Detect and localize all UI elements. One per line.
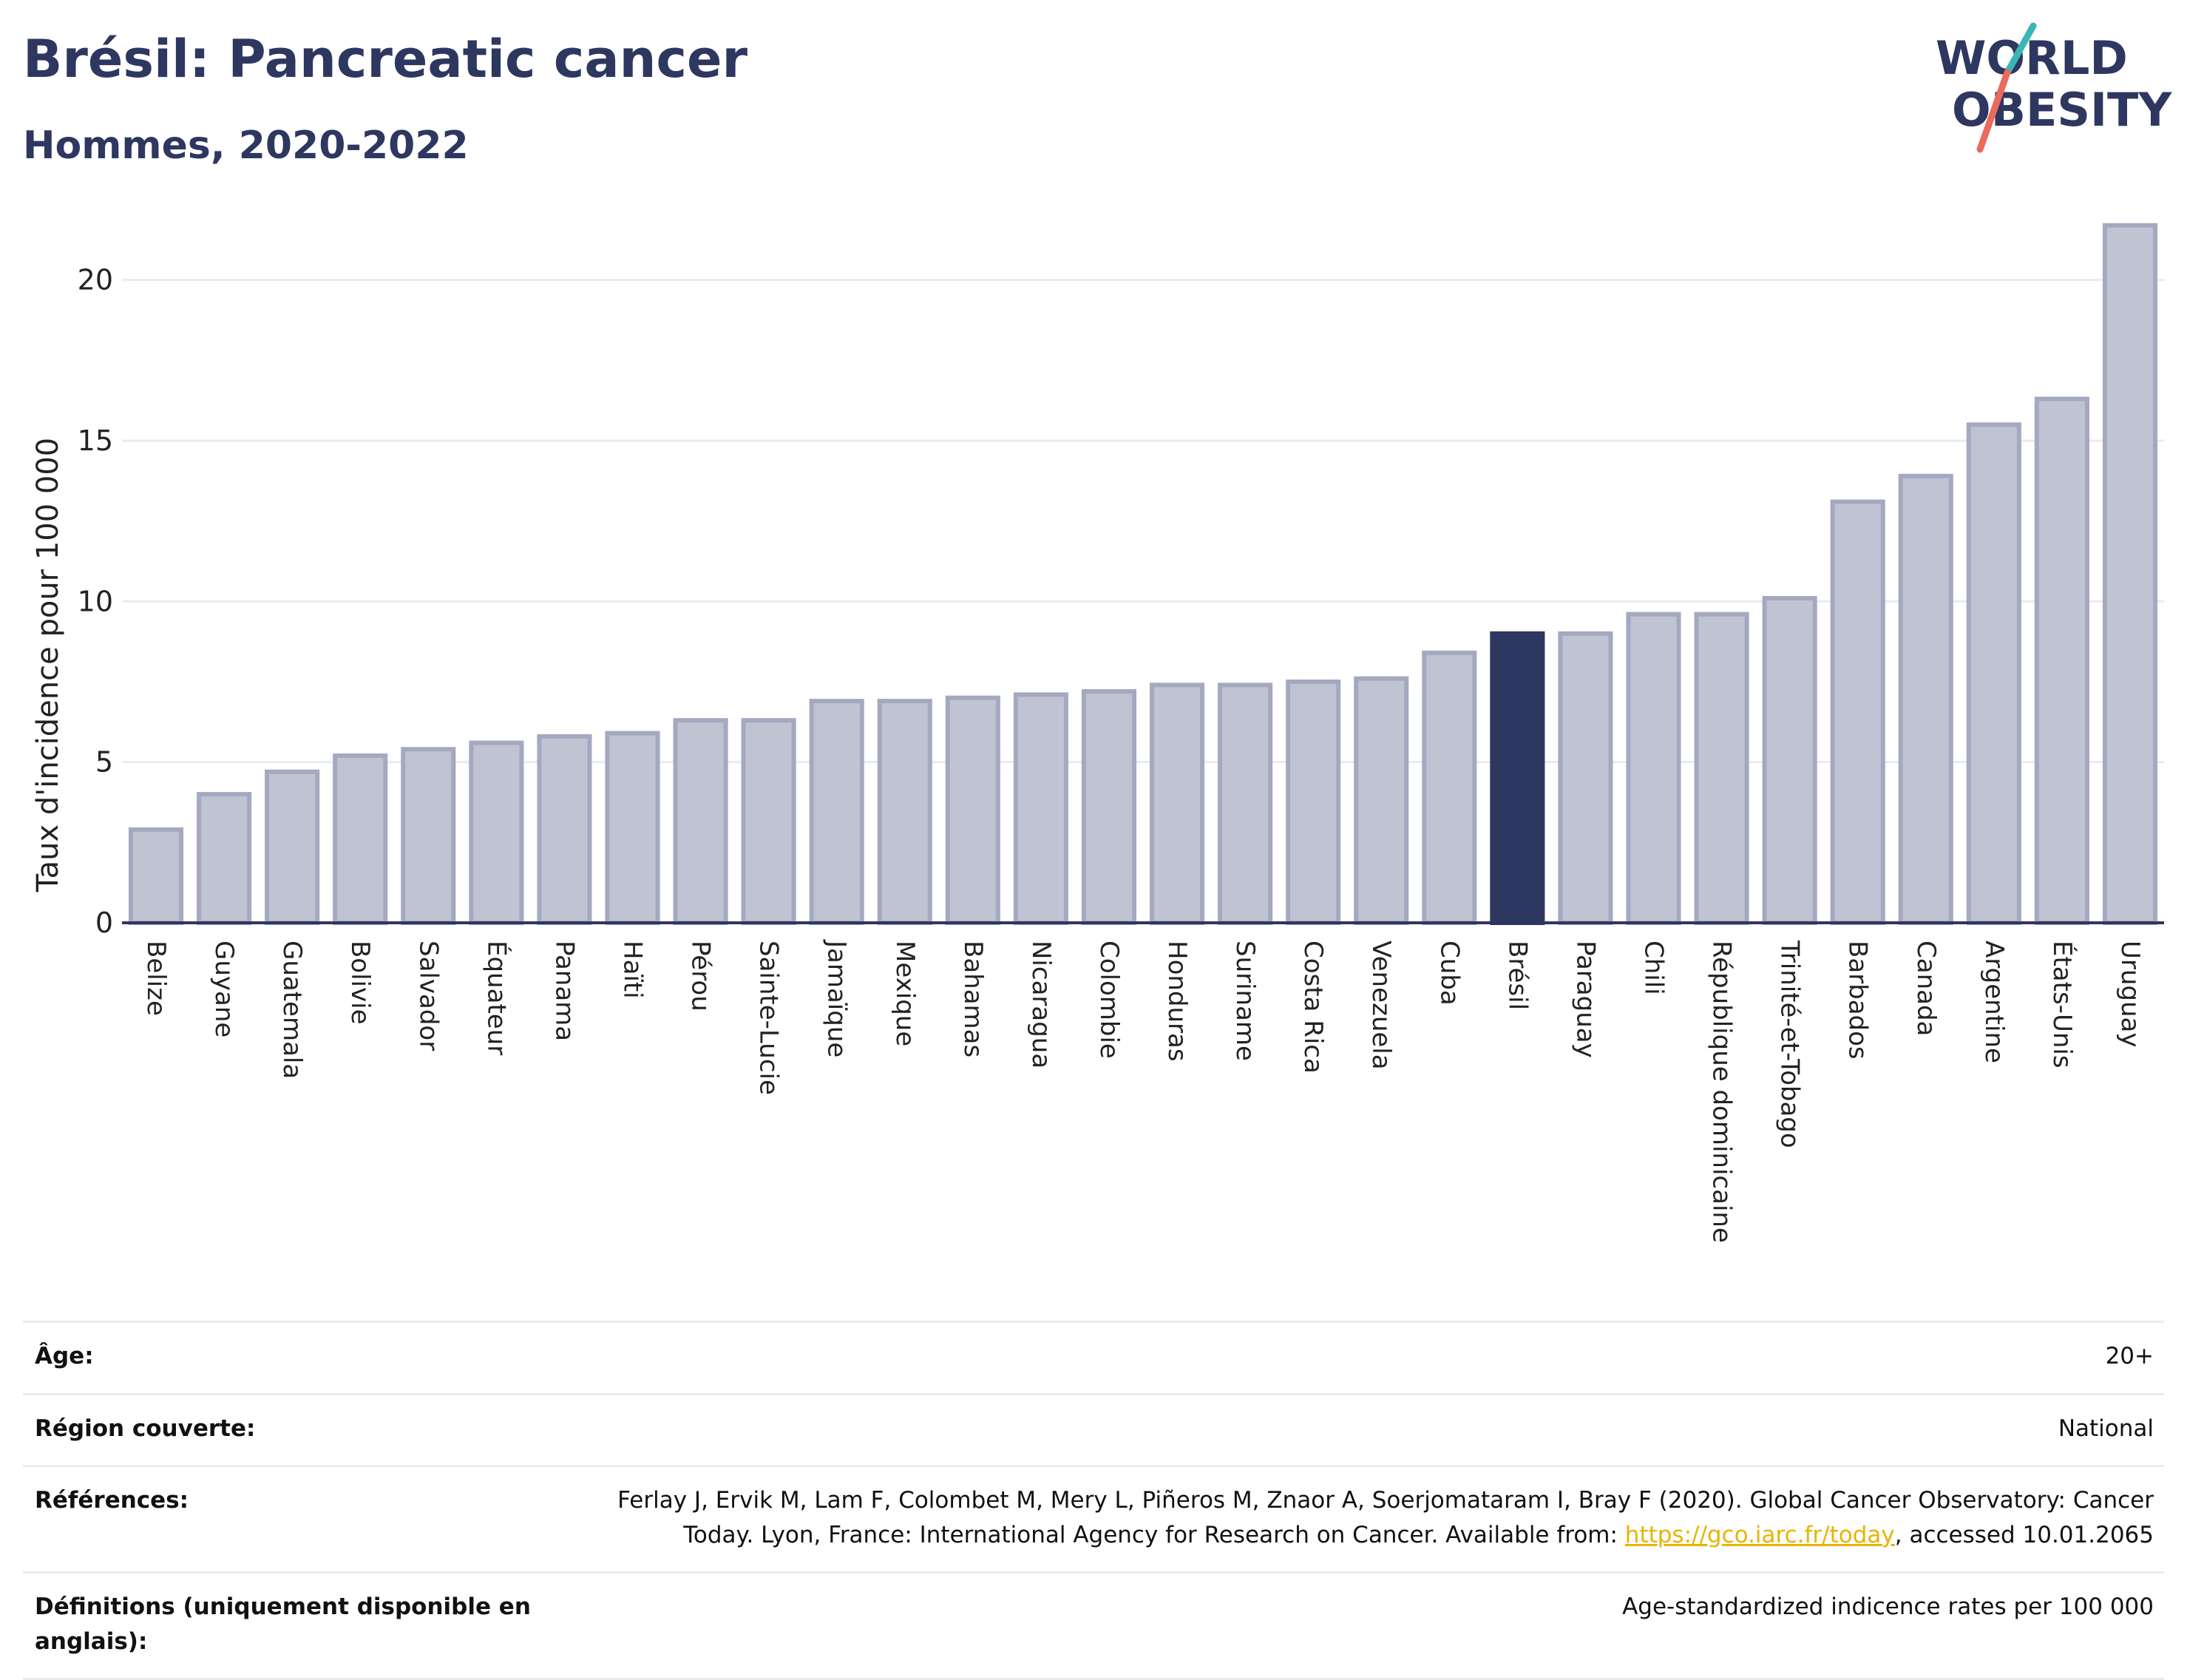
axes: 0 5 10 15 20 Belize Guyane Guatemala Bolivie Salv…	[78, 264, 2164, 1243]
x-tick-label: Venezuela	[1366, 941, 1396, 1070]
x-tick-label: Uruguay	[2115, 941, 2145, 1048]
bar	[469, 740, 524, 925]
x-tick-label: Belize	[141, 941, 171, 1016]
bar	[128, 827, 184, 925]
x-tick-label: Panama	[549, 941, 579, 1041]
chart-subtitle: Hommes, 2020-2022	[23, 123, 469, 168]
x-tick-label: Sainte-Lucie	[754, 941, 784, 1095]
bar	[1422, 650, 1477, 925]
meta-row-references: Références: Ferlay J, Ervik M, Lam F, Co…	[23, 1467, 2164, 1574]
meta-references-value: Ferlay J, Ervik M, Lam F, Colombet M, Me…	[601, 1483, 2154, 1552]
x-tick-label: Jamaïque	[822, 939, 852, 1057]
y-tick-label: 0	[95, 907, 113, 939]
references-text: Ferlay J, Ervik M, Lam F, Colombet M, Me…	[617, 1487, 2154, 1548]
y-tick-label: 20	[78, 264, 113, 297]
references-suffix: , accessed 10.01.2065	[1894, 1521, 2154, 1548]
y-axis-title: Taux d'incidence pour 100 000	[31, 438, 65, 892]
bar	[741, 718, 796, 925]
bar	[1558, 631, 1613, 925]
bar	[809, 699, 864, 926]
x-tick-label: Barbados	[1843, 941, 1873, 1060]
meta-age-label: Âge:	[35, 1343, 94, 1369]
bars	[128, 223, 2158, 926]
bar	[673, 718, 728, 925]
bar	[1149, 682, 1205, 925]
world-obesity-logo: WORLD OBESITY	[1936, 22, 2172, 153]
x-tick-label: Trinité-et-Tobago	[1775, 940, 1805, 1148]
bar	[1286, 680, 1341, 925]
bar	[2034, 396, 2089, 925]
meta-region-label: Région couverte:	[35, 1415, 256, 1442]
meta-definitions-label: Définitions (uniquement disponible en an…	[35, 1593, 531, 1655]
bar	[197, 792, 252, 925]
x-tick-label: Pérou	[686, 941, 716, 1012]
bar	[1354, 676, 1409, 925]
meta-definitions-value: Age-standardized indicence rates per 100…	[1622, 1593, 2154, 1620]
bar	[401, 747, 456, 926]
x-tick-label: Bolivie	[345, 941, 375, 1025]
x-tick-label: Guatemala	[277, 941, 307, 1079]
metadata-table: Âge: 20+ Région couverte: National Référ…	[23, 1321, 2164, 1680]
y-tick-label: 10	[78, 585, 113, 617]
x-tick-label: Mexique	[890, 941, 920, 1046]
x-tick-label: Argentine	[1979, 941, 2009, 1063]
x-tick-label: Bahamas	[958, 941, 988, 1057]
x-tick-label: Chili	[1639, 941, 1669, 995]
x-tick-label: Canada	[1911, 941, 1941, 1036]
x-tick-label: Honduras	[1162, 941, 1192, 1062]
bar	[877, 699, 932, 926]
bar	[2102, 223, 2158, 926]
bar-chart: 0 5 10 15 20 Belize Guyane Guatemala Bolivie Salv…	[31, 223, 2164, 1243]
bar-highlighted	[1490, 631, 1545, 925]
x-tick-label: Salvador	[413, 941, 443, 1051]
meta-references-label: Références:	[35, 1487, 189, 1514]
y-tick-label: 15	[78, 424, 113, 457]
bar	[945, 695, 1000, 925]
x-tick-label: Costa Rica	[1298, 941, 1328, 1074]
bar	[1626, 612, 1681, 925]
logo-slash-coral	[1976, 69, 2011, 153]
meta-row-definitions: Définitions (uniquement disponible en an…	[23, 1574, 2164, 1680]
x-tick-label: États-Unis	[2047, 941, 2078, 1068]
bar	[1830, 499, 1885, 925]
meta-row-age: Âge: 20+	[23, 1323, 2164, 1395]
x-tick-label: Paraguay	[1570, 941, 1600, 1058]
chart-title: Brésil: Pancreatic cancer	[23, 29, 747, 89]
bar	[1081, 689, 1137, 925]
bar	[1218, 682, 1273, 925]
x-tick-label: Brésil	[1502, 941, 1532, 1010]
x-tick-label: Suriname	[1230, 941, 1260, 1061]
references-link[interactable]: https://gco.iarc.fr/today	[1624, 1521, 1895, 1548]
bar	[605, 731, 660, 926]
meta-region-value: National	[2058, 1415, 2154, 1442]
x-tick-label: République dominicaine	[1707, 941, 1737, 1243]
logo-slash-teal	[2004, 22, 2037, 76]
grid-lines	[122, 279, 2164, 764]
bar	[1694, 612, 1749, 925]
bar	[1013, 692, 1068, 925]
bar	[333, 753, 388, 925]
x-tick-label: Colombie	[1094, 941, 1124, 1059]
x-tick-label: Haïti	[618, 941, 648, 999]
bar	[1762, 595, 1817, 926]
bar	[1966, 422, 2021, 925]
bar	[265, 769, 320, 925]
x-tick-label: Équateur	[481, 941, 512, 1055]
meta-age-value: 20+	[2105, 1343, 2154, 1369]
logo-word-world: WORLD	[1936, 31, 2128, 85]
bar	[1898, 473, 1953, 925]
meta-row-region: Région couverte: National	[23, 1395, 2164, 1467]
bar	[537, 734, 592, 925]
x-tick-label: Nicaragua	[1026, 941, 1056, 1068]
x-tick-label: Guyane	[209, 941, 239, 1037]
y-tick-label: 5	[95, 746, 113, 779]
x-tick-label: Cuba	[1434, 941, 1464, 1006]
